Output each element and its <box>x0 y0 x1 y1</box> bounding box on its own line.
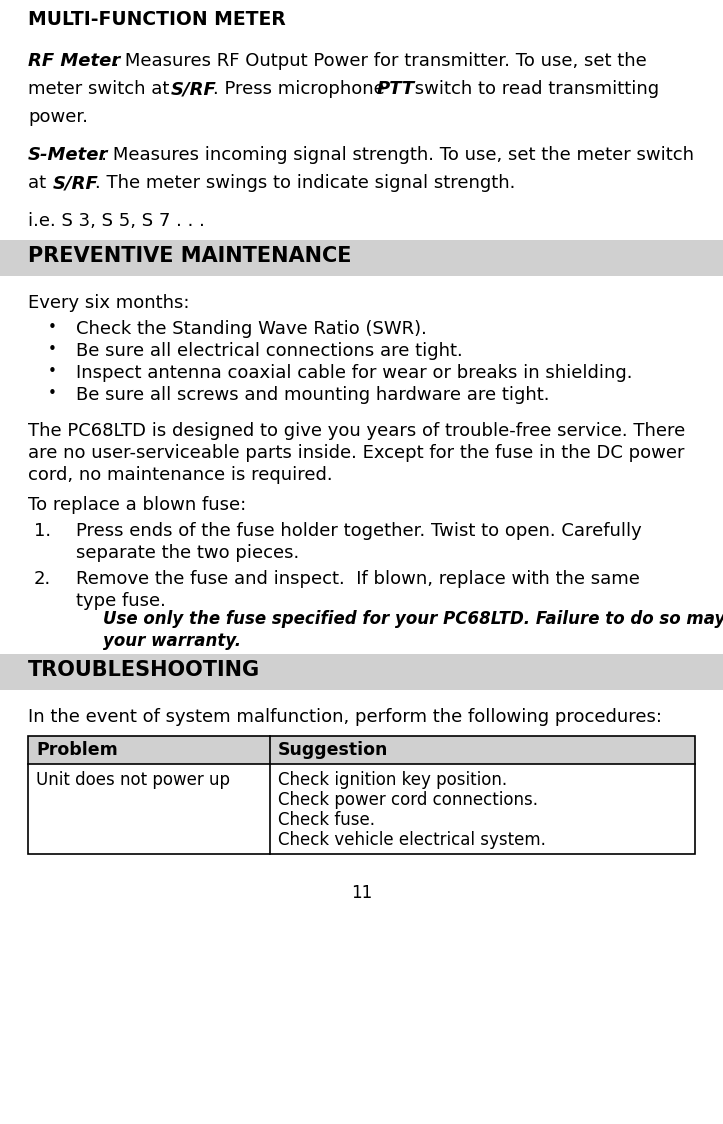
Text: To replace a blown fuse:: To replace a blown fuse: <box>28 496 247 514</box>
Text: . The meter swings to indicate signal strength.: . The meter swings to indicate signal st… <box>95 174 515 192</box>
Text: MULTI-FUNCTION METER: MULTI-FUNCTION METER <box>28 10 286 29</box>
Text: S/RF: S/RF <box>53 174 99 192</box>
Text: S-Meter: S-Meter <box>28 146 108 164</box>
Text: S/RF: S/RF <box>171 80 217 98</box>
Text: PREVENTIVE MAINTENANCE: PREVENTIVE MAINTENANCE <box>28 246 351 266</box>
Text: •: • <box>48 342 57 357</box>
Text: Press ends of the fuse holder together. Twist to open. Carefully: Press ends of the fuse holder together. … <box>76 522 642 540</box>
Text: Unit does not power up: Unit does not power up <box>36 771 230 789</box>
Text: Use only the fuse specified for your PC68LTD. Failure to do so may void: Use only the fuse specified for your PC6… <box>103 610 723 628</box>
Text: •: • <box>48 386 57 401</box>
Text: i.e. S 3, S 5, S 7 . . .: i.e. S 3, S 5, S 7 . . . <box>28 212 205 230</box>
Text: are no user-serviceable parts inside. Except for the fuse in the DC power: are no user-serviceable parts inside. Ex… <box>28 444 685 462</box>
Text: cord, no maintenance is required.: cord, no maintenance is required. <box>28 466 333 484</box>
Text: type fuse.: type fuse. <box>76 592 166 610</box>
Text: your warranty.: your warranty. <box>103 632 241 650</box>
Text: Check fuse.: Check fuse. <box>278 812 375 830</box>
Text: Be sure all electrical connections are tight.: Be sure all electrical connections are t… <box>76 342 463 360</box>
Text: separate the two pieces.: separate the two pieces. <box>76 544 299 562</box>
Text: Check power cord connections.: Check power cord connections. <box>278 791 538 809</box>
Text: at: at <box>28 174 52 192</box>
Text: 11: 11 <box>351 883 372 901</box>
Bar <box>28 736 695 854</box>
Text: Remove the fuse and inspect.  If blown, replace with the same: Remove the fuse and inspect. If blown, r… <box>76 570 640 588</box>
Text: Be sure all screws and mounting hardware are tight.: Be sure all screws and mounting hardware… <box>76 386 549 404</box>
Text: In the event of system malfunction, perform the following procedures:: In the event of system malfunction, perf… <box>28 708 662 726</box>
Text: PTT: PTT <box>377 80 415 98</box>
Text: Every six months:: Every six months: <box>28 294 189 312</box>
Text: switch to read transmitting: switch to read transmitting <box>409 80 659 98</box>
Bar <box>0 654 723 690</box>
Text: TROUBLESHOOTING: TROUBLESHOOTING <box>28 660 260 680</box>
Text: RF Meter: RF Meter <box>28 52 120 70</box>
Text: Check ignition key position.: Check ignition key position. <box>278 771 507 789</box>
Text: Check the Standing Wave Ratio (SWR).: Check the Standing Wave Ratio (SWR). <box>76 320 427 338</box>
Bar <box>0 241 723 277</box>
Text: 2.: 2. <box>34 570 51 588</box>
Text: power.: power. <box>28 108 88 126</box>
Text: •: • <box>48 320 57 335</box>
Text: Check vehicle electrical system.: Check vehicle electrical system. <box>278 831 546 849</box>
Text: 1.: 1. <box>34 522 51 540</box>
Text: •: • <box>48 364 57 379</box>
Text: Inspect antenna coaxial cable for wear or breaks in shielding.: Inspect antenna coaxial cable for wear o… <box>76 364 633 382</box>
Text: Problem: Problem <box>36 741 118 759</box>
Text: : Measures incoming signal strength. To use, set the meter switch: : Measures incoming signal strength. To … <box>101 146 694 164</box>
Text: The PC68LTD is designed to give you years of trouble-free service. There: The PC68LTD is designed to give you year… <box>28 422 685 439</box>
Text: : Measures RF Output Power for transmitter. To use, set the: : Measures RF Output Power for transmitt… <box>113 52 647 70</box>
Text: . Press microphone: . Press microphone <box>213 80 390 98</box>
Bar <box>28 736 695 764</box>
Text: meter switch at: meter switch at <box>28 80 175 98</box>
Text: Suggestion: Suggestion <box>278 741 388 759</box>
